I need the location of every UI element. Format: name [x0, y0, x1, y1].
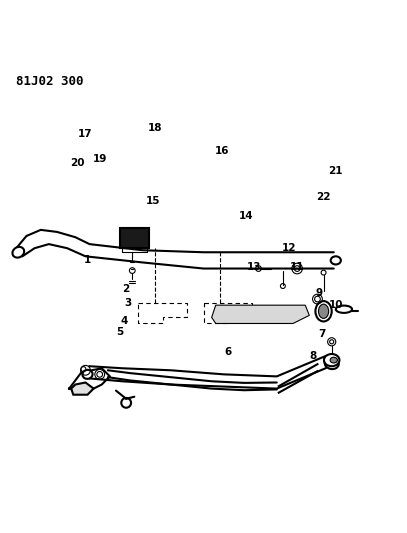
Text: 81J02 300: 81J02 300 [16, 75, 84, 88]
Text: 19: 19 [92, 154, 107, 164]
Text: 20: 20 [70, 158, 85, 168]
Polygon shape [71, 383, 94, 395]
Text: 11: 11 [290, 262, 304, 271]
Ellipse shape [325, 358, 339, 369]
Text: 8: 8 [310, 351, 317, 361]
Ellipse shape [83, 370, 92, 379]
Text: 13: 13 [247, 262, 262, 271]
Text: 10: 10 [328, 300, 343, 310]
Ellipse shape [319, 304, 328, 318]
Ellipse shape [324, 354, 339, 366]
Ellipse shape [13, 247, 24, 257]
FancyBboxPatch shape [120, 228, 149, 248]
Text: 18: 18 [147, 123, 162, 133]
Text: 6: 6 [224, 347, 232, 357]
Text: 21: 21 [328, 166, 343, 176]
Text: 12: 12 [282, 243, 296, 253]
Text: 1: 1 [84, 255, 91, 265]
Ellipse shape [330, 357, 337, 363]
Polygon shape [212, 305, 309, 324]
Text: 2: 2 [123, 284, 130, 294]
Text: 17: 17 [78, 129, 93, 139]
Text: 14: 14 [239, 211, 254, 221]
Ellipse shape [336, 305, 352, 313]
Text: 3: 3 [125, 298, 132, 308]
Ellipse shape [315, 301, 332, 321]
Ellipse shape [330, 256, 341, 264]
Text: 16: 16 [214, 146, 229, 156]
Text: 7: 7 [318, 329, 325, 338]
Text: 4: 4 [120, 317, 128, 326]
Text: 5: 5 [116, 327, 124, 337]
Text: 22: 22 [316, 192, 331, 203]
Text: 9: 9 [316, 288, 323, 298]
Text: 15: 15 [145, 196, 160, 206]
